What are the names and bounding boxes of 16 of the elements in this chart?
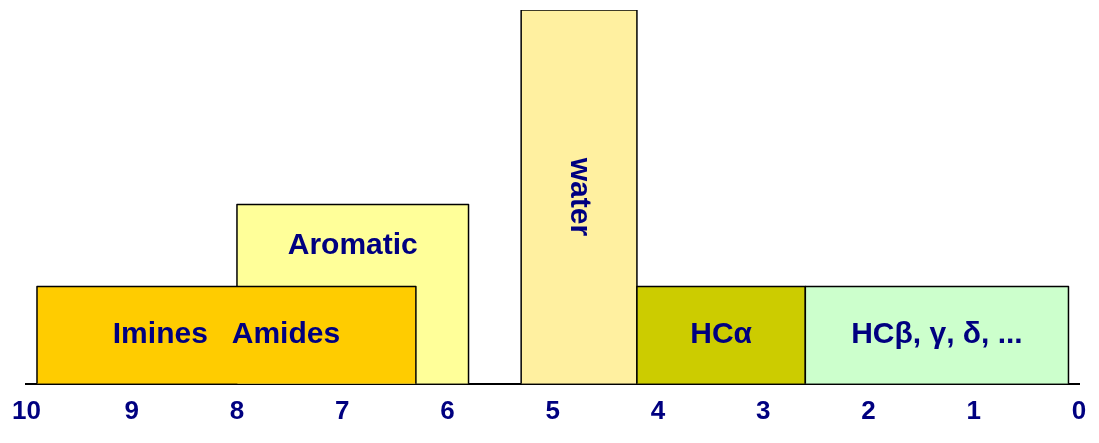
x-tick-label: 0 (1071, 394, 1087, 425)
x-tick-label: 3 (756, 394, 771, 425)
series-label: HCβ, γ, δ, ... (851, 316, 1023, 350)
series-label: water (564, 156, 598, 237)
series-label: HCα (690, 316, 753, 350)
x-tick-label: 8 (229, 394, 245, 425)
x-tick-label: 6 (440, 394, 455, 425)
x-tick-label: 5 (545, 394, 560, 425)
x-tick-label: 10 (12, 394, 41, 425)
series-label: Imines Amides (112, 316, 341, 350)
x-tick-label: 9 (124, 394, 139, 425)
x-tick-label: 2 (861, 394, 876, 425)
x-tick-label: 7 (334, 394, 350, 425)
series-label: Aromatic (287, 226, 418, 260)
x-tick-label: 1 (966, 394, 981, 425)
x-tick-label: 4 (650, 394, 666, 425)
